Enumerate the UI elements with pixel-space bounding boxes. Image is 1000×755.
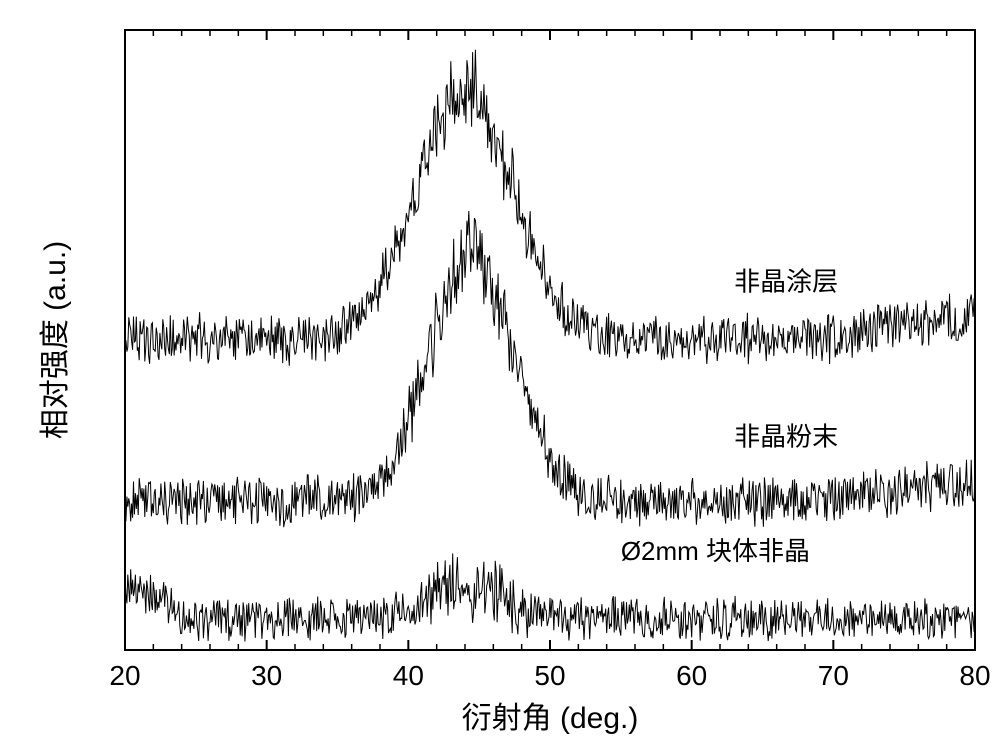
- x-tick-label: 40: [393, 660, 424, 691]
- xrd-chart: 20 30 40 50 60 70 80 衍射角 (deg.) 相对强度 (a.u.) 非晶涂层非…: [0, 0, 1000, 755]
- x-tick-label: 50: [534, 660, 565, 691]
- x-tick-label: 80: [959, 660, 990, 691]
- x-tick-label: 60: [676, 660, 707, 691]
- x-axis-label: 衍射角 (deg.): [462, 702, 639, 735]
- series-label-amorphous-powder: 非晶粉末: [734, 421, 838, 451]
- y-axis-label: 相对强度 (a.u.): [39, 241, 72, 439]
- x-tick-label: 30: [251, 660, 282, 691]
- x-tick-label: 20: [109, 660, 140, 691]
- x-tick-label: 70: [818, 660, 849, 691]
- series-label-bulk-amorphous: Ø2mm 块体非晶: [621, 536, 810, 566]
- chart-svg: 20 30 40 50 60 70 80 衍射角 (deg.) 相对强度 (a.u.) 非晶涂层非…: [0, 0, 1000, 755]
- series-label-amorphous-coating: 非晶涂层: [734, 266, 838, 296]
